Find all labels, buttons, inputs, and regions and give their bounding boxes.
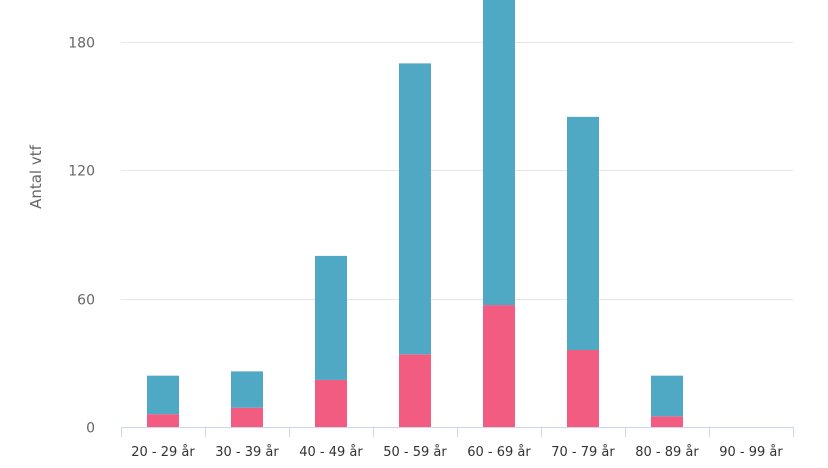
bar-segment-series-2[interactable]: [567, 116, 599, 350]
bar-segment-series-2[interactable]: [483, 0, 515, 306]
x-tick-label: 60 - 69 år: [467, 445, 531, 460]
bar-segment-series-2[interactable]: [399, 63, 431, 355]
x-tick-label: 40 - 49 år: [299, 445, 363, 460]
y-tick-label: 60: [77, 293, 95, 309]
y-tick-label: 0: [86, 421, 95, 437]
bar-segment-series-1[interactable]: [147, 414, 179, 427]
x-tick-label: 90 - 99 år: [719, 445, 783, 460]
y-tick-label: 120: [68, 164, 95, 180]
bar-segment-series-1[interactable]: [399, 354, 431, 427]
bar-segment-series-1[interactable]: [651, 416, 683, 427]
y-tick-label: 180: [68, 36, 95, 52]
x-tick-label: 30 - 39 år: [215, 445, 279, 460]
bar-segment-series-2[interactable]: [315, 255, 347, 380]
bar-segment-series-2[interactable]: [231, 371, 263, 408]
bar-segment-series-1[interactable]: [315, 379, 347, 427]
bar-segment-series-2[interactable]: [147, 375, 179, 415]
x-tick-label: 50 - 59 år: [383, 445, 447, 460]
y-axis-label: Antal vtf: [27, 144, 45, 209]
bar-segment-series-1[interactable]: [567, 350, 599, 427]
x-tick-label: 20 - 29 år: [131, 445, 195, 460]
bar-segment-series-1[interactable]: [231, 407, 263, 427]
x-tick-label: 70 - 79 år: [551, 445, 615, 460]
x-tick-label: 80 - 89 år: [635, 445, 699, 460]
bar-segment-series-1[interactable]: [483, 305, 515, 427]
bar-segment-series-2[interactable]: [651, 375, 683, 417]
